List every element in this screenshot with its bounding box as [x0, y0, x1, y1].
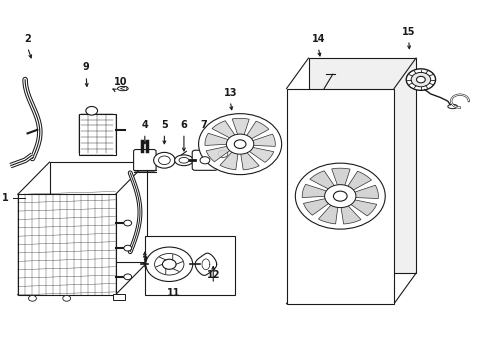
- Polygon shape: [346, 199, 377, 216]
- Polygon shape: [318, 201, 339, 224]
- Text: 1: 1: [2, 193, 9, 203]
- Polygon shape: [349, 185, 378, 199]
- Polygon shape: [302, 184, 333, 198]
- Text: 13: 13: [223, 87, 237, 98]
- Polygon shape: [205, 133, 233, 145]
- Circle shape: [213, 147, 233, 161]
- Polygon shape: [244, 121, 269, 141]
- Polygon shape: [206, 145, 234, 162]
- Circle shape: [200, 157, 210, 164]
- Circle shape: [28, 296, 36, 301]
- Bar: [113, 294, 125, 300]
- Text: 15: 15: [402, 27, 416, 37]
- Circle shape: [416, 76, 425, 83]
- Ellipse shape: [179, 157, 189, 163]
- Polygon shape: [240, 149, 259, 170]
- Circle shape: [86, 107, 98, 115]
- Ellipse shape: [118, 86, 128, 91]
- Polygon shape: [245, 146, 274, 162]
- Text: 2: 2: [24, 34, 31, 44]
- Circle shape: [295, 163, 385, 229]
- Circle shape: [124, 245, 132, 251]
- Text: 5: 5: [161, 120, 168, 130]
- Text: 4: 4: [142, 120, 148, 130]
- Circle shape: [333, 191, 347, 201]
- Polygon shape: [18, 194, 116, 295]
- Circle shape: [155, 253, 184, 275]
- Circle shape: [325, 185, 356, 208]
- Circle shape: [162, 259, 176, 269]
- Polygon shape: [332, 168, 350, 190]
- Text: 9: 9: [83, 62, 90, 72]
- Polygon shape: [232, 118, 249, 139]
- Circle shape: [198, 114, 282, 175]
- FancyBboxPatch shape: [192, 150, 218, 170]
- Polygon shape: [303, 197, 333, 215]
- Polygon shape: [220, 149, 239, 170]
- Text: 11: 11: [168, 288, 181, 298]
- Polygon shape: [340, 202, 361, 224]
- Bar: [79, 114, 116, 155]
- Ellipse shape: [174, 155, 193, 166]
- Circle shape: [234, 140, 246, 148]
- Circle shape: [63, 296, 71, 301]
- Circle shape: [124, 274, 132, 280]
- Text: 6: 6: [180, 120, 187, 130]
- Text: 14: 14: [312, 34, 325, 44]
- Polygon shape: [212, 121, 238, 140]
- Polygon shape: [247, 134, 275, 147]
- Text: 7: 7: [200, 120, 207, 130]
- Text: 8: 8: [220, 120, 226, 130]
- Polygon shape: [345, 171, 371, 193]
- Circle shape: [159, 156, 170, 165]
- Polygon shape: [310, 171, 337, 192]
- Text: 3: 3: [142, 256, 148, 266]
- Circle shape: [411, 72, 431, 87]
- Circle shape: [154, 152, 175, 168]
- Text: 10: 10: [114, 77, 127, 87]
- Polygon shape: [309, 58, 416, 273]
- Circle shape: [226, 134, 254, 154]
- Polygon shape: [121, 86, 127, 91]
- Circle shape: [218, 150, 228, 157]
- Circle shape: [406, 69, 436, 90]
- Bar: [145, 235, 235, 295]
- Polygon shape: [287, 89, 394, 304]
- FancyBboxPatch shape: [134, 149, 156, 171]
- Text: 12: 12: [206, 270, 220, 280]
- Circle shape: [146, 247, 193, 282]
- Circle shape: [124, 220, 132, 226]
